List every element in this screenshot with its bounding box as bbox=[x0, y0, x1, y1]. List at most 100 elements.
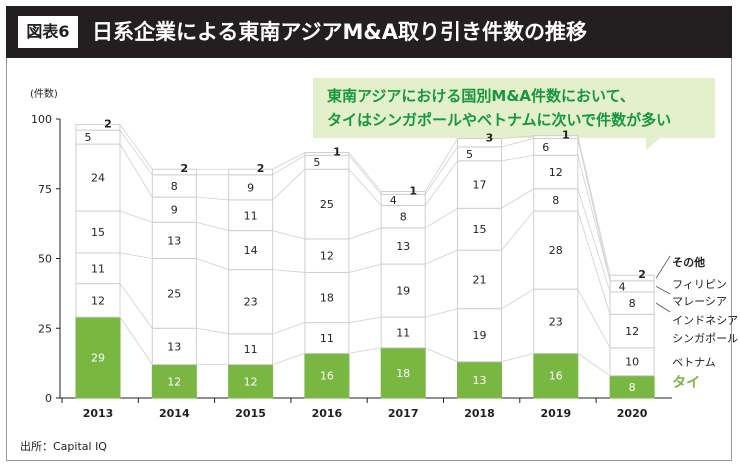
bar-segment-その他 bbox=[457, 138, 502, 148]
bar-segment-マレーシア bbox=[533, 154, 579, 190]
y-tick-label: 0 bbox=[45, 392, 52, 405]
bar-segment-シンガポール bbox=[151, 258, 197, 329]
header-bar: 図表6 日系企業による東南アジアM&A取り引き件数の推移 bbox=[6, 6, 732, 58]
bar-segment-シンガポール bbox=[75, 252, 121, 285]
data-label: 8 bbox=[629, 297, 636, 310]
data-label: 19 bbox=[473, 329, 487, 342]
connector-line bbox=[348, 155, 382, 195]
data-label: 13 bbox=[473, 374, 487, 387]
connector-line bbox=[272, 230, 306, 240]
connector-line bbox=[196, 258, 229, 271]
data-label: 3 bbox=[486, 132, 494, 145]
connector-line bbox=[119, 252, 153, 259]
bar-segment-マレーシア bbox=[609, 280, 655, 293]
source-note: 出所：Capital IQ bbox=[20, 440, 107, 453]
bar-segment-タイ bbox=[304, 352, 350, 399]
connector-line bbox=[272, 154, 306, 176]
data-label: 24 bbox=[91, 172, 105, 185]
data-label: 1 bbox=[333, 145, 341, 158]
bar-segment-シンガポール bbox=[228, 269, 274, 335]
callout-box: 東南アジアにおける国別M&A件数において、 タイはシンガポールやベトナムに次いで… bbox=[313, 78, 715, 138]
data-label: 16 bbox=[549, 370, 563, 383]
connector-line bbox=[119, 143, 153, 198]
data-label: 8 bbox=[552, 194, 559, 207]
bar-segment-タイ bbox=[380, 347, 426, 399]
data-label: 16 bbox=[320, 370, 334, 383]
connector-line bbox=[501, 188, 535, 209]
bar-segment-その他 bbox=[609, 274, 655, 282]
legend-シンガポール: シンガポール bbox=[672, 332, 738, 345]
bar-segment-マレーシア bbox=[457, 160, 502, 209]
bar-segment-ベトナム bbox=[609, 347, 655, 377]
bar-segment-その他 bbox=[533, 135, 579, 140]
data-label: 12 bbox=[625, 325, 639, 338]
connector-line bbox=[577, 353, 611, 377]
bar-segment-シンガポール bbox=[380, 263, 426, 318]
bar-segment-マレーシア bbox=[151, 196, 197, 223]
data-label: 13 bbox=[396, 240, 410, 253]
data-label: 12 bbox=[167, 375, 181, 388]
connector-line bbox=[577, 135, 611, 276]
bar-segment-シンガポール bbox=[457, 249, 502, 310]
data-label: 28 bbox=[549, 244, 563, 257]
connector-line bbox=[577, 155, 611, 281]
bar-segment-フィリピン bbox=[304, 154, 350, 170]
data-label: 2 bbox=[180, 162, 188, 175]
legend-マレーシア: マレーシア bbox=[672, 295, 727, 308]
connector-line bbox=[348, 152, 382, 192]
connector-line bbox=[348, 263, 382, 273]
connector-line bbox=[272, 168, 306, 201]
connector-line bbox=[425, 308, 458, 318]
bar-segment-タイ bbox=[75, 316, 121, 399]
data-label: 6 bbox=[542, 141, 549, 154]
data-label: 17 bbox=[473, 179, 487, 192]
data-label: 11 bbox=[244, 343, 258, 356]
y-tick-label: 100 bbox=[31, 113, 52, 126]
data-label: 2 bbox=[257, 162, 265, 175]
bar-segment-マレーシア bbox=[75, 143, 121, 212]
connector-line bbox=[501, 135, 534, 139]
connector-line bbox=[119, 283, 153, 329]
bar-segment-その他 bbox=[380, 191, 426, 195]
legend-タイ: タイ bbox=[672, 375, 700, 391]
bar-segment-インドネシア bbox=[75, 210, 121, 254]
connector-line bbox=[119, 210, 153, 223]
connector-line bbox=[196, 196, 229, 201]
legend-インドネシア: インドネシア bbox=[672, 314, 738, 327]
bar-segment-フィリピン bbox=[228, 174, 274, 201]
bar-segment-シンガポール bbox=[304, 271, 350, 324]
data-label: 14 bbox=[244, 244, 258, 257]
bar-segment-フィリピン bbox=[75, 129, 121, 145]
data-label: 1 bbox=[409, 185, 417, 198]
data-label: 15 bbox=[473, 223, 487, 236]
data-label: 18 bbox=[320, 292, 334, 305]
connector-line bbox=[119, 316, 153, 365]
bar-segment-ベトナム bbox=[75, 283, 121, 318]
data-label: 5 bbox=[313, 156, 320, 169]
data-label: 9 bbox=[247, 181, 254, 194]
connector-line bbox=[348, 227, 382, 240]
connector-line bbox=[577, 138, 611, 281]
x-tick-label: 2017 bbox=[388, 407, 419, 420]
bar-segment-ベトナム bbox=[151, 327, 197, 366]
data-label: 4 bbox=[390, 194, 397, 207]
connector-line bbox=[425, 249, 458, 265]
bar-segment-シンガポール bbox=[609, 313, 655, 349]
connector-line bbox=[348, 168, 382, 206]
data-label: 23 bbox=[244, 296, 258, 309]
data-label: 13 bbox=[167, 340, 181, 353]
connector-line bbox=[424, 138, 458, 192]
data-label: 25 bbox=[167, 287, 181, 300]
connector-line bbox=[272, 352, 306, 365]
x-tick-label: 2018 bbox=[464, 407, 495, 420]
legend-leader-line bbox=[655, 255, 671, 279]
data-label: 21 bbox=[473, 273, 487, 286]
callout-tail bbox=[646, 138, 660, 150]
connector-line bbox=[425, 347, 458, 363]
legend-leader-line bbox=[655, 302, 671, 313]
x-tick-label: 2014 bbox=[159, 407, 190, 420]
data-label: 25 bbox=[320, 198, 334, 211]
bar-segment-フィリピン bbox=[380, 193, 426, 206]
data-label: 12 bbox=[549, 166, 563, 179]
